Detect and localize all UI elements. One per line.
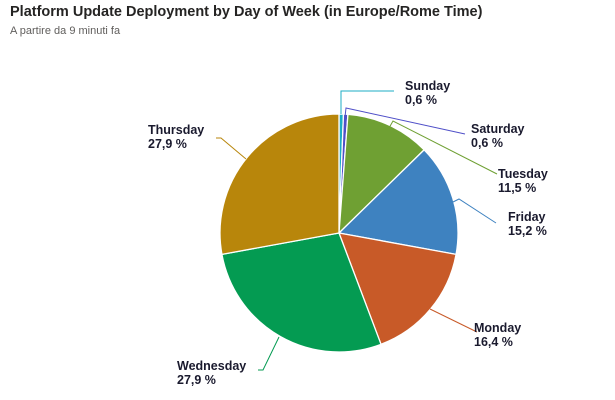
svg-text:27,9 %: 27,9 % (148, 137, 187, 151)
svg-text:27,9 %: 27,9 % (177, 373, 216, 387)
svg-text:0,6 %: 0,6 % (471, 136, 503, 150)
svg-text:15,2 %: 15,2 % (508, 224, 547, 238)
svg-text:Thursday: Thursday (148, 123, 204, 137)
svg-text:11,5 %: 11,5 % (498, 181, 536, 195)
svg-text:Wednesday: Wednesday (177, 359, 246, 373)
svg-text:Friday: Friday (508, 210, 546, 224)
svg-text:Tuesday: Tuesday (498, 167, 548, 181)
svg-text:Monday: Monday (474, 321, 521, 335)
svg-text:Sunday: Sunday (405, 79, 450, 93)
svg-text:16,4 %: 16,4 % (474, 335, 513, 349)
svg-text:0,6 %: 0,6 % (405, 93, 437, 107)
svg-text:Saturday: Saturday (471, 122, 525, 136)
